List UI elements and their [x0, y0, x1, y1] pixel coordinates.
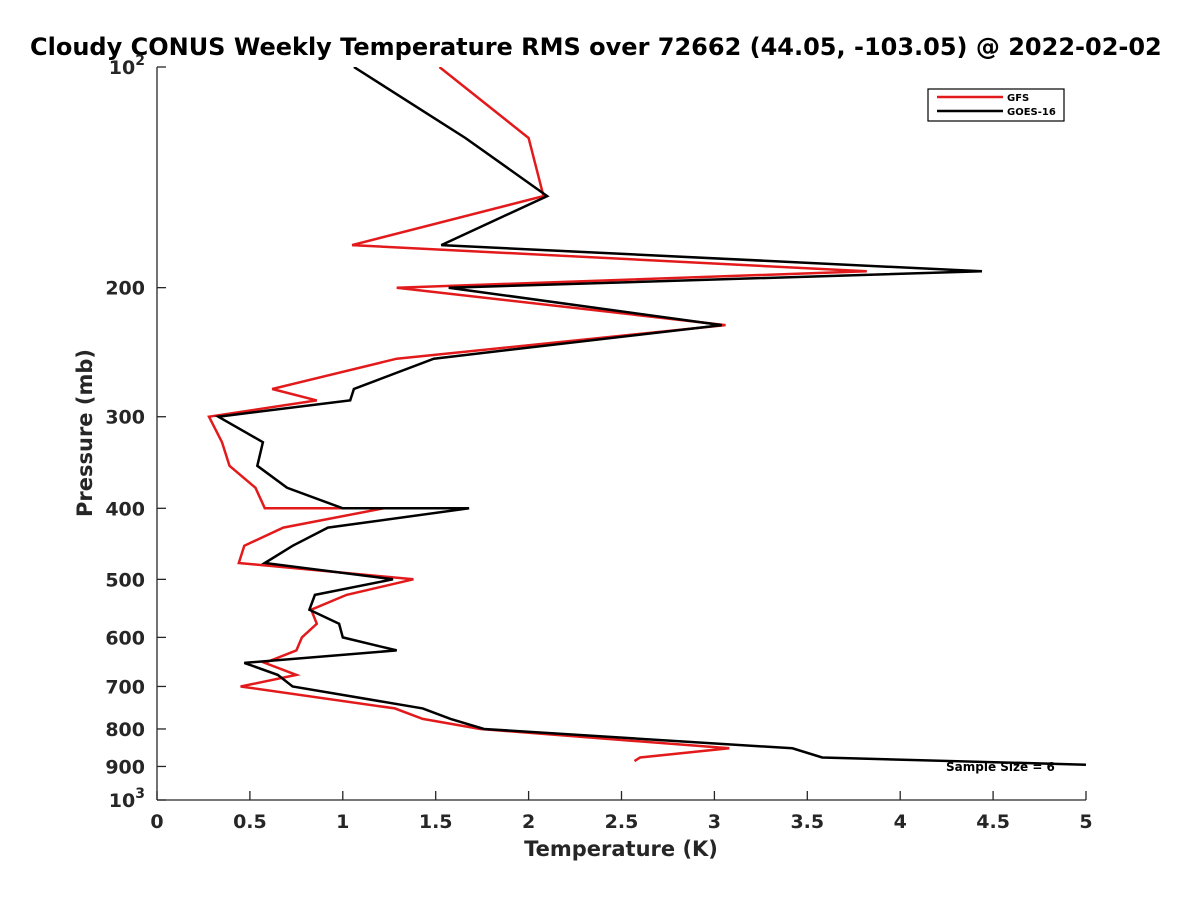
x-tick-label: 2 — [522, 811, 535, 833]
x-tick-label: 4.5 — [976, 811, 1010, 833]
chart-title: Cloudy CONUS Weekly Temperature RMS over… — [30, 33, 1162, 61]
y-tick-label: 900 — [105, 756, 145, 778]
y-axis-ticks: 102 200 300 400 500 600 700 800 900 103 — [105, 53, 166, 812]
y-tick-label: 102 — [109, 53, 145, 79]
x-tick-label: 5 — [1079, 811, 1092, 833]
x-tick-label: 3.5 — [790, 811, 824, 833]
x-tick-label: 1 — [336, 811, 349, 833]
axes-layer — [156, 67, 1086, 801]
y-tick-label: 200 — [105, 278, 145, 300]
legend-label-gfs: GFS — [1007, 93, 1029, 104]
y-tick-label: 400 — [105, 498, 145, 520]
y-tick-label: 800 — [105, 719, 145, 741]
y-axis-label: Pressure (mb) — [73, 349, 97, 517]
x-tick-label: 0.5 — [233, 811, 267, 833]
y-tick-label: 103 — [109, 786, 145, 812]
legend-label-goes16: GOES-16 — [1007, 107, 1056, 118]
x-tick-label: 3 — [708, 811, 721, 833]
y-tick-label: 500 — [105, 569, 145, 591]
series-line-goes16 — [214, 67, 1086, 766]
sample-size-annotation: Sample Size = 6 — [946, 760, 1055, 774]
y-tick-label: 600 — [105, 627, 145, 649]
x-axis-label: Temperature (K) — [524, 837, 718, 861]
x-tick-label: 1.5 — [419, 811, 453, 833]
y-tick-label: 300 — [105, 407, 145, 429]
series-line-gfs — [207, 67, 867, 763]
legend: GFS GOES-16 — [927, 88, 1065, 122]
x-axis-ticks: 0 0.5 1 1.5 2 2.5 3 3.5 4 4.5 5 — [150, 791, 1093, 833]
legend-box — [927, 88, 1065, 122]
y-tick-label: 700 — [105, 676, 145, 698]
series-layer — [207, 67, 1086, 766]
x-tick-label: 4 — [894, 811, 907, 833]
x-tick-label: 2.5 — [605, 811, 639, 833]
x-tick-label: 0 — [150, 811, 163, 833]
